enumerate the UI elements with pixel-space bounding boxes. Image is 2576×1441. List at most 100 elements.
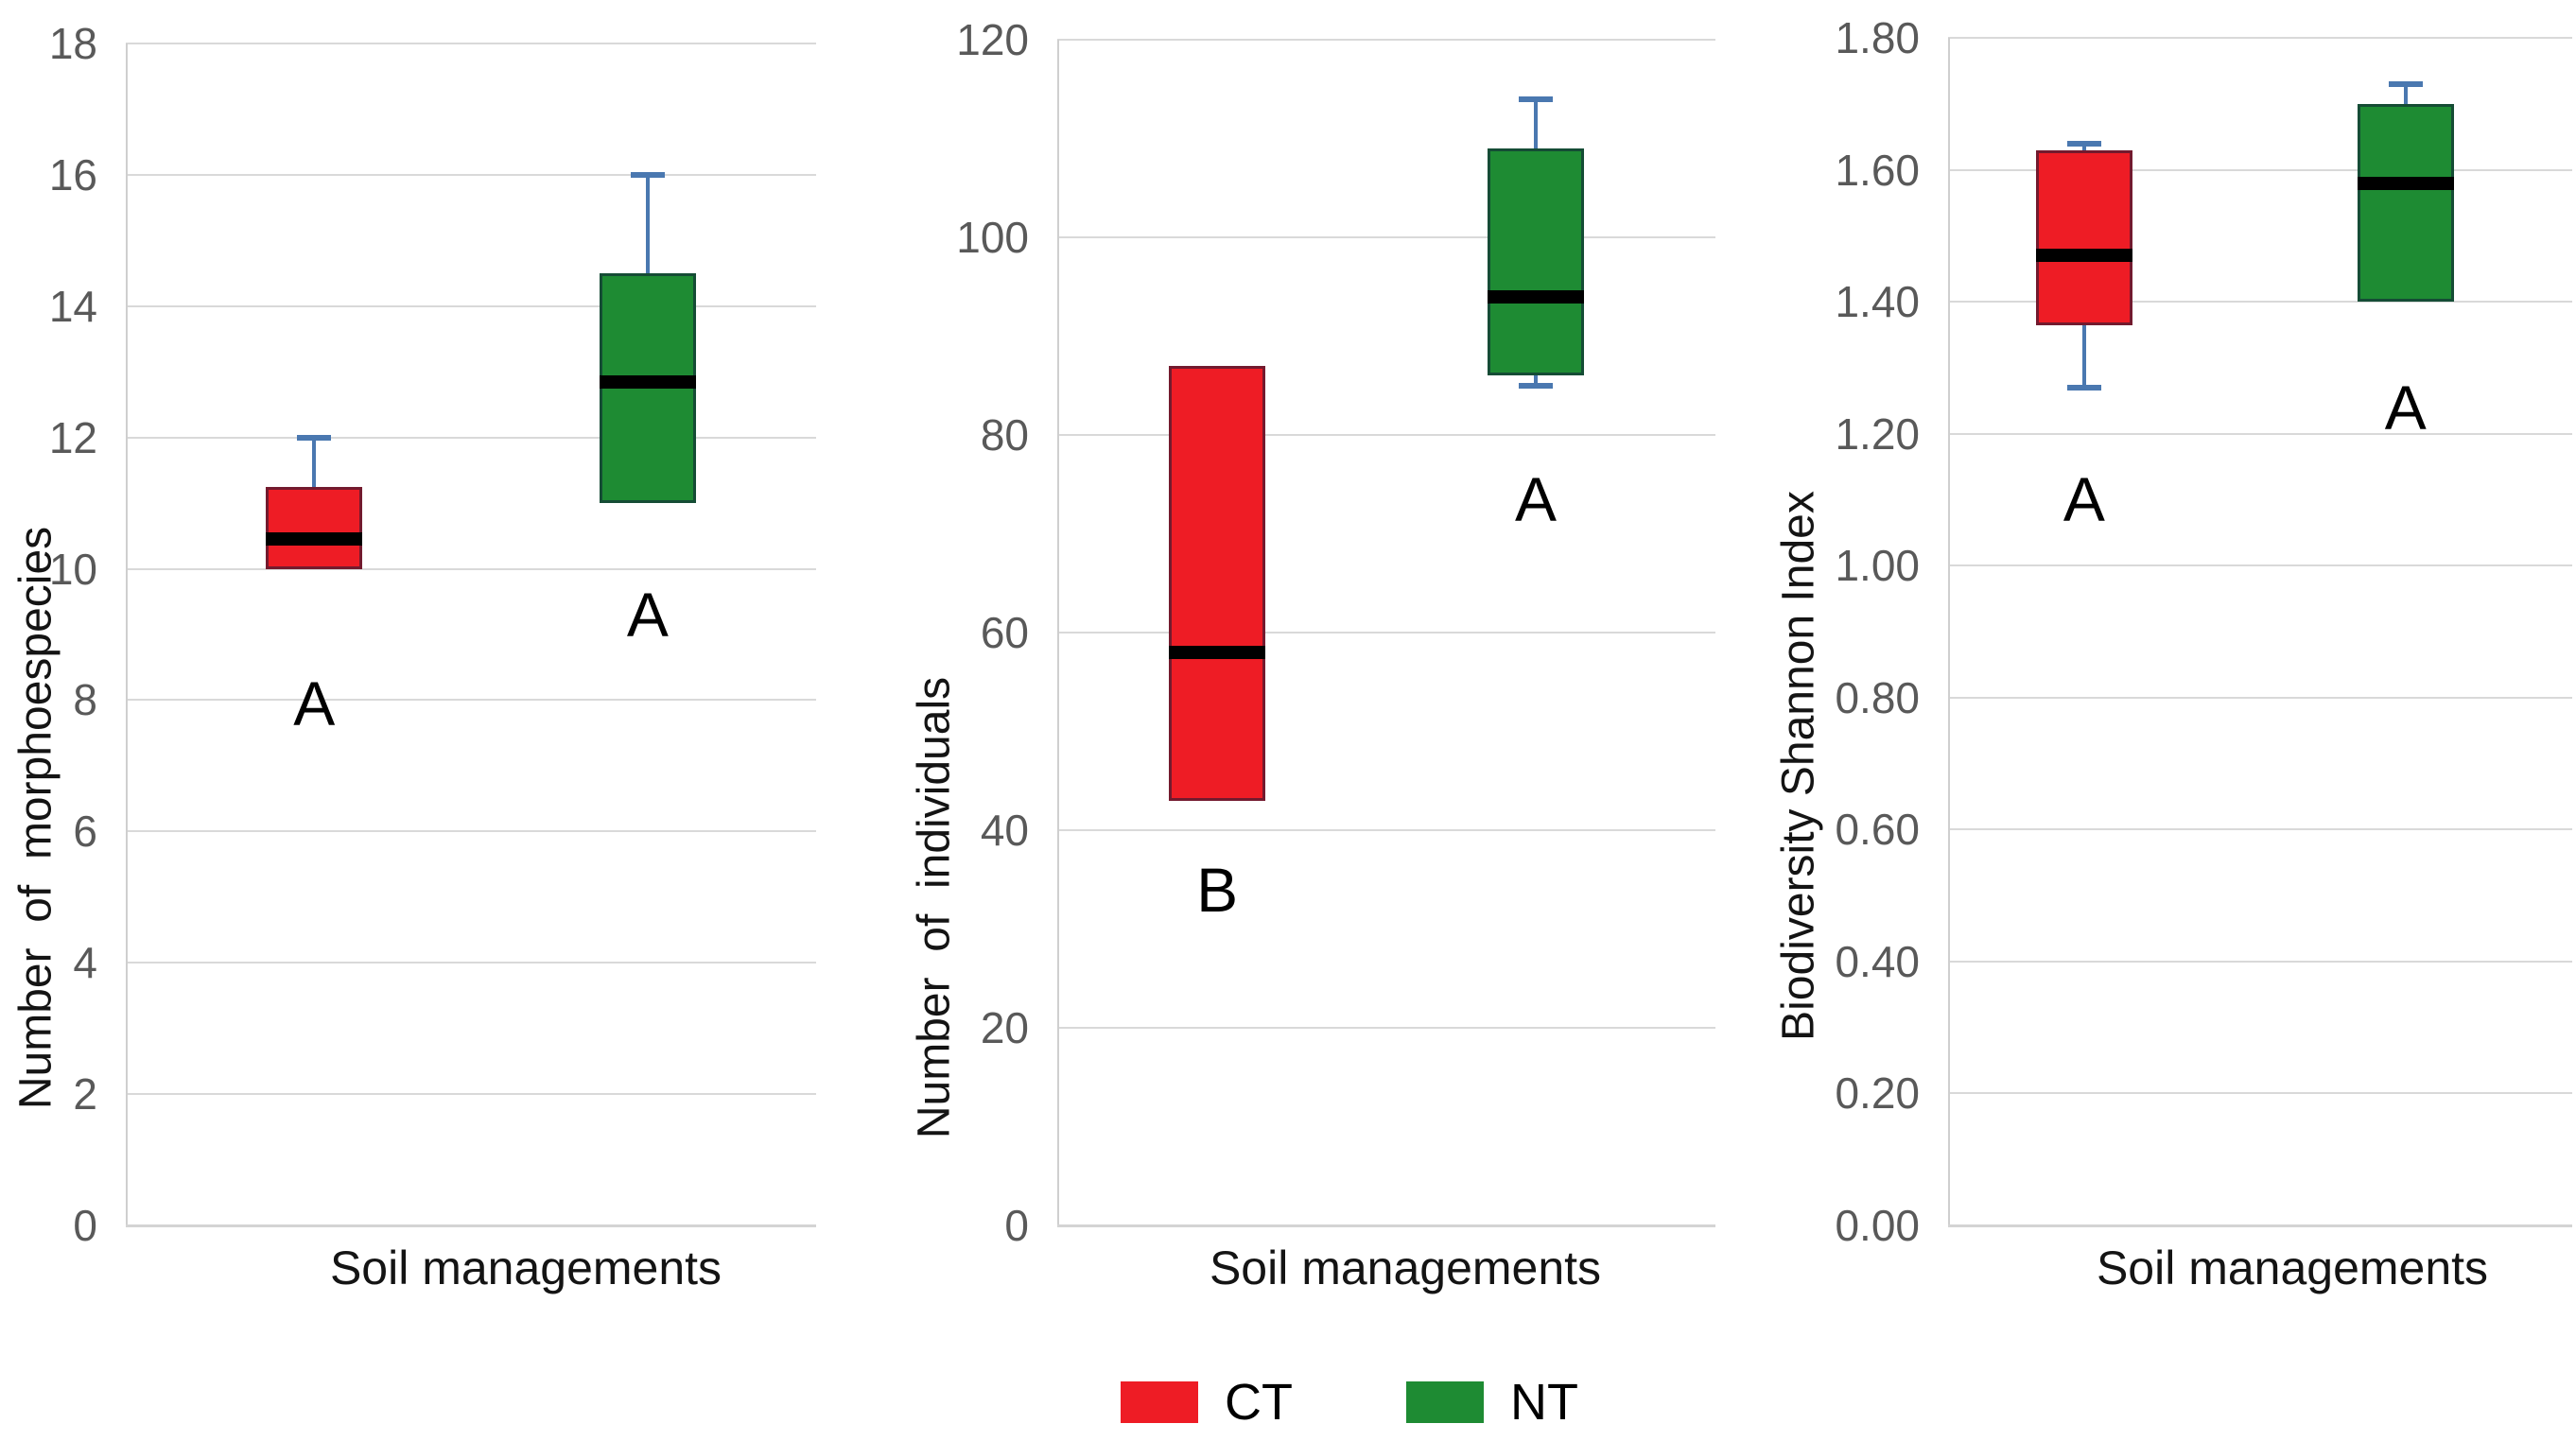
gridline (126, 699, 816, 702)
y-tick-label: 2 (73, 1069, 97, 1120)
nt-box (1487, 148, 1584, 376)
significance-letter: B (1196, 854, 1239, 925)
significance-letter: A (2384, 372, 2427, 443)
y-tick-label: 1.20 (1835, 408, 1920, 459)
ct-box (266, 486, 363, 569)
whisker-cap (630, 171, 665, 178)
whisker-cap (2066, 384, 2101, 391)
nt-color-swatch (1405, 1381, 1484, 1423)
median-line (2357, 176, 2454, 190)
y-tick-label: 0.80 (1835, 672, 1920, 722)
significance-letter: A (1514, 463, 1557, 534)
whisker-cap (1518, 382, 1553, 389)
median-line (2035, 249, 2132, 263)
y-tick-label: 1.00 (1835, 541, 1920, 591)
y-tick-label: 0.60 (1835, 805, 1920, 855)
gridline (126, 43, 816, 44)
significance-letter: A (626, 580, 669, 651)
significance-letter: A (293, 668, 336, 738)
gridline (126, 1093, 816, 1096)
legend-label-nt: NT (1509, 1374, 1578, 1431)
gridline (126, 173, 816, 176)
y-axis-title-individuals: Number of individuals (909, 676, 960, 1139)
y-axis-title-shannon-index: Biodiversity Shannon Index (1773, 491, 1824, 1041)
y-tick-label: 16 (48, 149, 97, 200)
legend-item-nt: NT (1405, 1373, 1578, 1432)
y-tick-label: 60 (980, 608, 1029, 657)
whisker-line (2403, 83, 2408, 104)
y-tick-label: 0.20 (1835, 1068, 1920, 1119)
y-tick-label: 12 (48, 412, 97, 462)
whisker-line (1533, 98, 1538, 148)
y-tick-label: 0 (73, 1201, 97, 1250)
y-tick-label: 100 (956, 213, 1029, 262)
y-tick-label: 10 (48, 544, 97, 594)
whisker-cap (297, 434, 332, 441)
ct-color-swatch (1121, 1381, 1198, 1423)
gridline (126, 304, 816, 307)
whisker-line (2081, 324, 2086, 388)
gridline (126, 962, 816, 964)
gridline (1057, 434, 1715, 436)
y-axis-line (1948, 38, 1950, 1225)
gridline (1948, 564, 2572, 567)
gridline (1057, 632, 1715, 634)
x-axis-title: Soil managements (2096, 1241, 2489, 1294)
whisker-cap (2066, 140, 2101, 147)
gridline (1948, 828, 2572, 831)
legend-label-ct: CT (1225, 1374, 1293, 1431)
y-axis-line (1057, 40, 1059, 1225)
x-axis-line (1948, 1224, 2572, 1227)
whisker-line (1533, 375, 1538, 386)
y-tick-label: 1.60 (1835, 145, 1920, 195)
gridline (1057, 236, 1715, 238)
median-line (1487, 289, 1584, 304)
y-tick-label: 20 (980, 1003, 1029, 1052)
gridline (1057, 39, 1715, 41)
whisker-line (312, 437, 317, 487)
median-line (1169, 645, 1266, 659)
y-tick-label: 18 (48, 19, 97, 68)
gridline (1948, 960, 2572, 963)
nt-box (2357, 103, 2454, 303)
gridline (1948, 301, 2572, 304)
y-axis-title-morphospecies: Number of morphoespecies (10, 526, 61, 1110)
y-tick-label: 0.40 (1835, 936, 1920, 986)
x-axis-line (1057, 1224, 1715, 1227)
y-tick-label: 6 (73, 807, 97, 857)
gridline (1948, 696, 2572, 699)
y-tick-label: 0.00 (1835, 1201, 1920, 1250)
y-tick-label: 1.80 (1835, 13, 1920, 62)
gridline (1948, 1092, 2572, 1095)
y-tick-label: 40 (980, 806, 1029, 855)
whisker-cap (1518, 95, 1553, 102)
y-tick-label: 1.40 (1835, 277, 1920, 327)
legend: CT NT (1121, 1373, 1578, 1432)
ct-box (1169, 365, 1266, 801)
significance-letter: A (2063, 464, 2105, 535)
gridline (1948, 168, 2572, 171)
gridline (126, 567, 816, 570)
x-axis-title: Soil managements (329, 1241, 722, 1294)
gridline (1057, 1027, 1715, 1029)
whisker-line (645, 174, 650, 274)
ct-box (2035, 149, 2132, 325)
median-line (599, 374, 696, 389)
median-line (266, 532, 363, 547)
gridline (1948, 37, 2572, 39)
x-axis-title: Soil managements (1209, 1241, 1602, 1294)
y-tick-label: 120 (956, 15, 1029, 64)
gridline (1057, 829, 1715, 831)
y-axis-line (126, 43, 128, 1225)
legend-item-ct: CT (1121, 1373, 1293, 1432)
y-tick-label: 0 (1004, 1201, 1029, 1250)
y-tick-label: 4 (73, 938, 97, 988)
gridline (126, 436, 816, 439)
y-tick-label: 80 (980, 410, 1029, 460)
whisker-line (2081, 143, 2086, 150)
y-tick-label: 14 (48, 281, 97, 331)
gridline (1948, 432, 2572, 435)
gridline (126, 830, 816, 833)
whisker-cap (2388, 80, 2423, 87)
